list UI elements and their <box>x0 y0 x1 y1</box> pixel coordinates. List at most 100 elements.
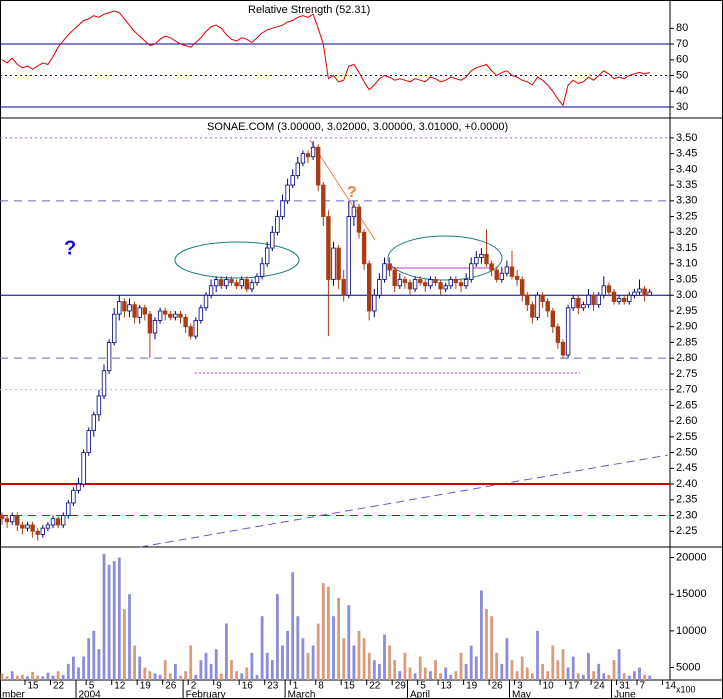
x-tick-label: 12 <box>114 681 126 692</box>
candle-body <box>484 253 489 265</box>
volume-bar <box>219 673 223 680</box>
volume-bar <box>469 645 473 680</box>
candle-body <box>382 263 387 280</box>
volume-bar <box>551 645 555 680</box>
candle-body <box>4 518 10 523</box>
candle-body <box>336 247 341 280</box>
volume-bar <box>0 673 4 680</box>
candle-body <box>86 430 91 453</box>
volume-bar <box>531 673 534 680</box>
candle-body <box>576 297 581 309</box>
volume-bar <box>301 638 305 680</box>
candle-body <box>35 530 40 535</box>
volume-bar <box>133 645 136 680</box>
y-tick-label: 3.15 <box>676 242 697 254</box>
volume-bar <box>31 671 34 680</box>
volume-bar <box>556 660 560 680</box>
volume-bar <box>117 557 121 680</box>
volume-bar <box>418 656 422 680</box>
volume-bar <box>56 671 60 680</box>
x-tick-label: 17 <box>568 681 580 692</box>
candle-body <box>203 294 209 309</box>
volume-bar <box>454 671 458 680</box>
candle-body <box>428 279 433 287</box>
candle-body <box>25 524 30 529</box>
x-tick-label: 19 <box>140 681 152 692</box>
volume-bar <box>36 675 40 680</box>
candle-body <box>178 313 183 318</box>
volume-bar <box>306 652 310 680</box>
candle-body <box>147 313 153 334</box>
volume-bar <box>148 671 152 680</box>
volume-bar <box>429 671 432 680</box>
volume-bar <box>291 572 295 680</box>
x-tick-label: 26 <box>492 681 504 692</box>
volume-bar <box>561 649 565 680</box>
x-tick-label: 3 <box>517 681 523 692</box>
volume-bar <box>587 652 590 680</box>
volume-bar <box>46 672 50 680</box>
candle-body <box>555 326 561 343</box>
volume-bar <box>515 671 519 680</box>
candle-body <box>71 489 76 504</box>
candle-body <box>647 291 652 296</box>
candle-body <box>157 310 163 321</box>
volume-bar <box>332 616 335 680</box>
volume-bar <box>245 667 249 680</box>
volume-bar <box>82 656 85 680</box>
candle-body <box>627 294 632 302</box>
y-tick-label: 2.75 <box>676 368 697 380</box>
volume-bar <box>525 667 529 680</box>
month-label: 2004 <box>79 690 102 699</box>
candle-body <box>372 294 377 312</box>
volume-bar <box>265 652 269 680</box>
candle-body <box>489 263 494 271</box>
candle-body <box>596 294 601 306</box>
y-tick-label: 3.30 <box>676 195 697 207</box>
y-tick-label: 3.05 <box>676 273 697 285</box>
volume-bar <box>296 616 300 680</box>
candle-body <box>468 263 474 280</box>
trend-line <box>139 454 669 548</box>
volume-bar <box>240 673 244 680</box>
volume-bar <box>209 663 213 680</box>
volume-bar <box>627 675 631 680</box>
volume-bar <box>413 673 417 680</box>
volume-bar <box>255 674 259 680</box>
volume-bar <box>622 673 626 680</box>
candle-body <box>305 153 311 158</box>
candle-body <box>173 313 178 318</box>
candle-body <box>30 524 35 532</box>
candle-body <box>377 279 382 296</box>
x-tick-label: 15 <box>344 681 356 692</box>
y-tick-label: 2.45 <box>676 462 697 474</box>
candle-body <box>346 216 351 296</box>
candle-body <box>254 275 260 284</box>
y-tick-label: 2.85 <box>676 336 697 348</box>
volume-bar <box>597 663 601 680</box>
y-tick-label: 2.35 <box>676 494 697 506</box>
rsi-line <box>1 10 650 107</box>
volume-bar <box>571 656 575 680</box>
volume-bar <box>633 671 636 680</box>
candle-body <box>55 518 61 526</box>
candle-body <box>560 342 566 356</box>
candle-body <box>525 294 530 306</box>
candle-body <box>581 304 586 309</box>
volume-bar <box>107 564 111 680</box>
x-tick-label: 29 <box>395 681 407 692</box>
y-tick-label: 2.60 <box>676 415 697 427</box>
volume-bar <box>311 645 315 680</box>
y-tick-label: 2.40 <box>676 478 697 490</box>
candle-body <box>397 279 402 287</box>
x-tick-label: 14 <box>665 681 677 692</box>
volume-bar <box>541 663 544 680</box>
volume-bar <box>459 652 463 680</box>
volume-bar <box>97 649 101 680</box>
candle-body <box>530 304 535 318</box>
x-tick-label: 2 <box>191 681 197 692</box>
candle-body <box>208 285 214 296</box>
volume-bar <box>357 630 361 680</box>
volume-bar <box>383 634 386 680</box>
